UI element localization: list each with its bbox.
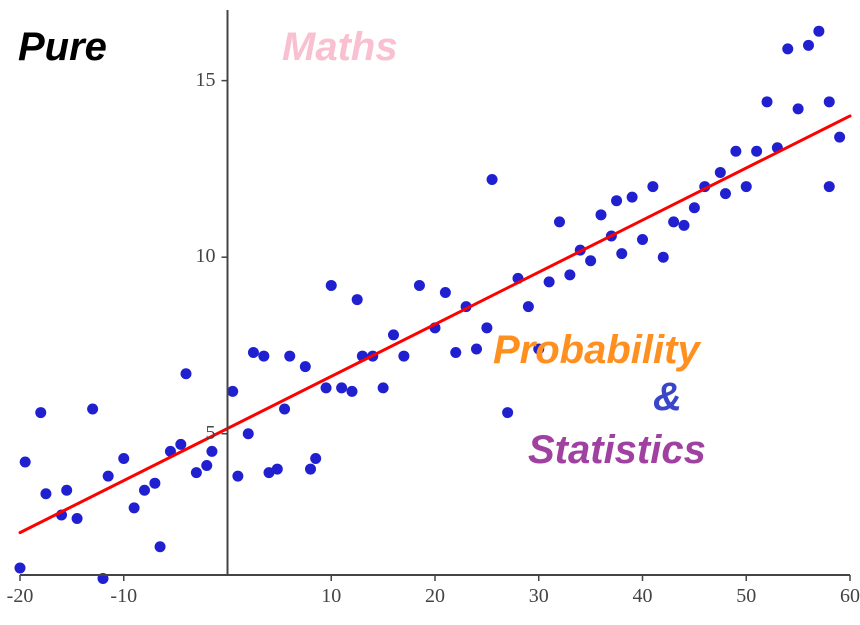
- chart-svg: [0, 0, 860, 620]
- x-tick-label: 50: [726, 585, 766, 608]
- annotation-maths: Maths: [282, 25, 398, 70]
- x-tick-label: 20: [415, 585, 455, 608]
- y-tick-label: 5: [206, 422, 216, 445]
- annotation-ampersand: &: [653, 375, 682, 420]
- y-tick-label: 10: [196, 245, 216, 268]
- annotation-statistics: Statistics: [528, 428, 706, 473]
- annotation-probability: Probability: [493, 328, 700, 373]
- x-tick-label: -20: [0, 585, 40, 608]
- x-tick-label: 60: [830, 585, 860, 608]
- y-tick-label: 15: [196, 69, 216, 92]
- x-tick-label: -10: [104, 585, 144, 608]
- scatter-chart: [0, 0, 860, 620]
- annotation-pure: Pure: [18, 25, 107, 70]
- x-tick-label: 10: [311, 585, 351, 608]
- x-tick-label: 30: [519, 585, 559, 608]
- x-tick-label: 40: [623, 585, 663, 608]
